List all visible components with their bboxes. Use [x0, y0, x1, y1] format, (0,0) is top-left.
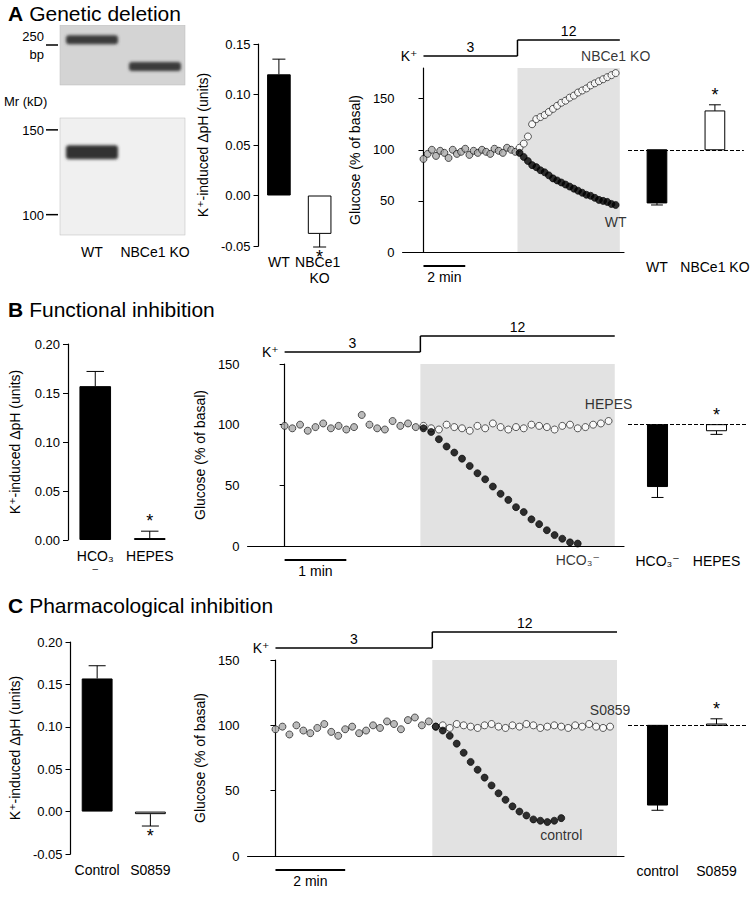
- svg-text:12: 12: [561, 23, 577, 39]
- svg-text:K⁺-induced ΔpH (units): K⁺-induced ΔpH (units): [195, 73, 211, 217]
- svg-text:150: 150: [218, 357, 240, 372]
- svg-text:KO: KO: [310, 270, 330, 286]
- svg-text:100: 100: [218, 718, 240, 733]
- svg-text:12: 12: [517, 615, 533, 631]
- svg-text:0.10: 0.10: [37, 719, 62, 734]
- svg-text:0.20: 0.20: [37, 635, 62, 650]
- svg-text:S0859: S0859: [590, 702, 631, 718]
- svg-text:150: 150: [373, 91, 395, 106]
- svg-text:K⁺: K⁺: [401, 48, 418, 64]
- svg-text:Control: Control: [75, 862, 120, 878]
- svg-text:12: 12: [510, 319, 526, 335]
- html-text:A Genetic deletion: A Genetic deletion: [8, 2, 181, 25]
- svg-text:WT: WT: [81, 244, 103, 260]
- svg-text:150: 150: [218, 653, 240, 668]
- svg-text:0.15: 0.15: [37, 677, 62, 692]
- svg-text:HEPES: HEPES: [693, 553, 740, 569]
- html-text:B Functional inhibition: B Functional inhibition: [8, 298, 215, 321]
- svg-text:*: *: [146, 511, 153, 531]
- svg-text:0.15: 0.15: [225, 37, 250, 52]
- svg-text:2 min: 2 min: [293, 873, 327, 889]
- svg-text:HEPES: HEPES: [126, 548, 173, 564]
- svg-text:0.00: 0.00: [35, 533, 60, 548]
- svg-text:control: control: [540, 827, 582, 843]
- svg-text:Mr (kD): Mr (kD): [4, 94, 47, 109]
- svg-text:0: 0: [232, 849, 239, 864]
- svg-text:3: 3: [467, 39, 475, 55]
- svg-text:3: 3: [350, 631, 358, 647]
- svg-text:100: 100: [218, 417, 240, 432]
- svg-text:*: *: [713, 699, 720, 719]
- svg-text:0.05: 0.05: [225, 138, 250, 153]
- svg-text:50: 50: [225, 478, 239, 493]
- svg-text:-0.05: -0.05: [221, 239, 251, 254]
- svg-text:*: *: [147, 826, 154, 846]
- svg-text:-0.05: -0.05: [33, 847, 63, 862]
- svg-text:HCO₃⁻: HCO₃⁻: [556, 552, 600, 568]
- svg-text:0: 0: [387, 245, 394, 260]
- svg-text:HEPES: HEPES: [585, 396, 632, 412]
- svg-text:*: *: [316, 247, 323, 267]
- svg-text:Glucose (% of basal): Glucose (% of basal): [347, 95, 363, 225]
- svg-text:0.10: 0.10: [35, 435, 60, 450]
- svg-text:WT: WT: [268, 254, 290, 270]
- svg-text:S0859: S0859: [130, 862, 171, 878]
- svg-text:100: 100: [22, 208, 44, 223]
- svg-text:*: *: [711, 85, 718, 105]
- svg-text:0.00: 0.00: [225, 188, 250, 203]
- svg-text:S0859: S0859: [696, 863, 737, 879]
- svg-text:bp: bp: [30, 47, 44, 62]
- svg-text:0.15: 0.15: [35, 386, 60, 401]
- svg-text:2 min: 2 min: [427, 269, 461, 285]
- svg-text:K⁺: K⁺: [262, 344, 279, 360]
- svg-text:K⁺: K⁺: [253, 640, 270, 656]
- svg-text:K⁺-induced ΔpH (units): K⁺-induced ΔpH (units): [7, 676, 23, 820]
- svg-text:NBCe1 KO: NBCe1 KO: [581, 48, 650, 64]
- svg-text:HCO₃⁻: HCO₃⁻: [635, 553, 679, 569]
- svg-text:100: 100: [373, 142, 395, 157]
- svg-text:250: 250: [22, 29, 44, 44]
- svg-text:50: 50: [380, 193, 394, 208]
- html-text:C Pharmacological inhibition: C Pharmacological inhibition: [8, 594, 274, 617]
- svg-text:⁻: ⁻: [92, 564, 99, 580]
- svg-text:NBCe1 KO: NBCe1 KO: [680, 259, 749, 275]
- svg-text:WT: WT: [646, 259, 668, 275]
- svg-text:NBCe1 KO: NBCe1 KO: [120, 244, 189, 260]
- svg-text:WT: WT: [605, 214, 627, 230]
- svg-text:150: 150: [22, 123, 44, 138]
- svg-text:0.05: 0.05: [37, 762, 62, 777]
- svg-text:0: 0: [232, 539, 239, 554]
- svg-text:50: 50: [225, 783, 239, 798]
- svg-text:Glucose (% of basal): Glucose (% of basal): [192, 693, 208, 823]
- svg-text:0.20: 0.20: [35, 337, 60, 352]
- svg-text:*: *: [713, 405, 720, 425]
- svg-text:NBCe1: NBCe1: [295, 254, 345, 270]
- svg-text:3: 3: [349, 335, 357, 351]
- svg-text:1 min: 1 min: [298, 563, 332, 579]
- svg-text:Glucose (% of basal): Glucose (% of basal): [192, 390, 208, 520]
- svg-text:HCO₃: HCO₃: [77, 548, 114, 564]
- svg-text:control: control: [636, 863, 678, 879]
- svg-text:0.10: 0.10: [225, 87, 250, 102]
- svg-text:0.05: 0.05: [35, 484, 60, 499]
- svg-text:K⁺-induced ΔpH (units): K⁺-induced ΔpH (units): [7, 370, 23, 514]
- svg-text:0.00: 0.00: [37, 804, 62, 819]
